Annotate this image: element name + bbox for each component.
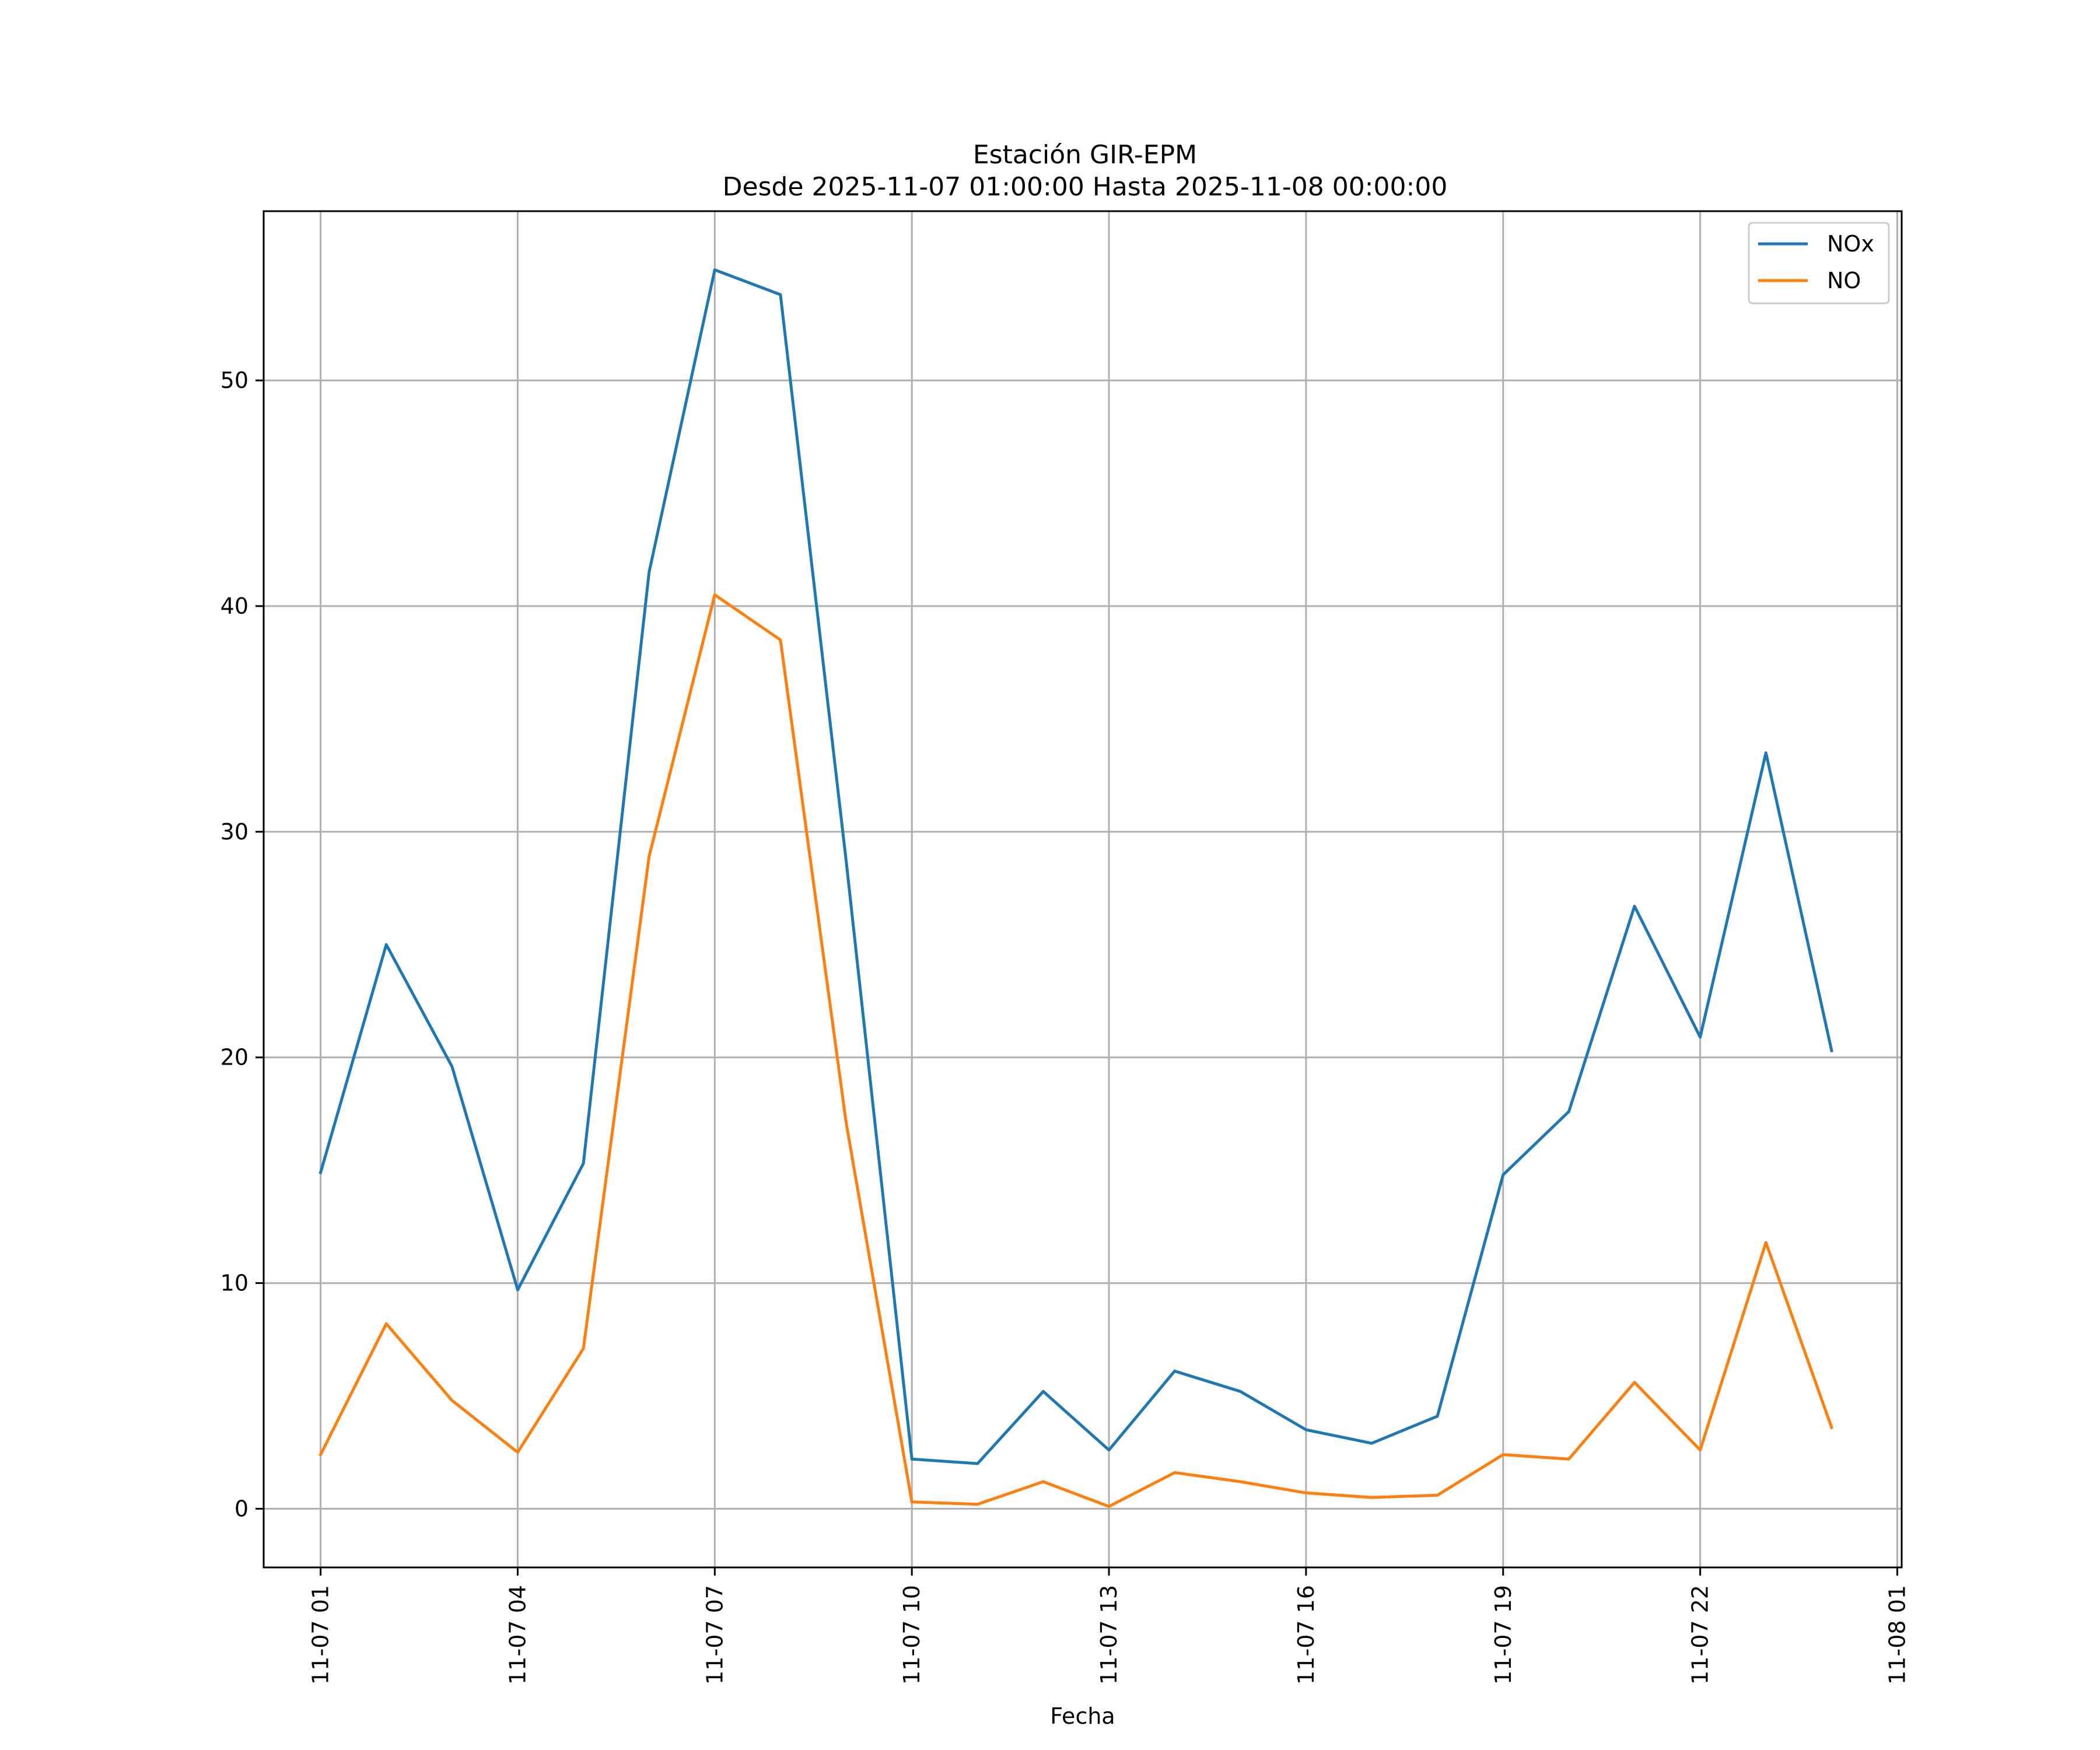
x-tick-label: 11-08 01 [1884,1585,1910,1685]
series-lines [318,268,1834,1508]
x-tick-label: 11-07 04 [505,1585,530,1685]
x-tick-label: 11-07 01 [308,1585,334,1685]
axis-ticks: 11-07 01 11-07 04 11-07 07 11-07 10 11-07 13… [220,368,1910,1685]
x-tick-label: 11-07 13 [1096,1585,1122,1685]
x-axis-label: Fecha [1050,1703,1115,1729]
y-tick-label: 20 [220,1045,249,1070]
x-tick-label: 11-07 16 [1293,1585,1319,1685]
legend: NOx NO [1748,222,1890,304]
y-tick-label: 30 [220,819,249,845]
plot-area-frame [262,210,1903,1569]
series-line-no [318,593,1834,1508]
y-tick-label: 40 [220,593,249,619]
y-tick-label: 50 [220,368,249,393]
x-tick-label: 11-07 19 [1490,1585,1516,1685]
legend-label-nox: NOx [1827,231,1874,257]
grid-lines [264,211,1902,1567]
chart-title: Estación GIR-EPM [973,140,1197,170]
chart-subtitle: Desde 2025-11-07 01:00:00 Hasta 2025-11-… [723,172,1448,202]
y-tick-label: 0 [235,1496,249,1521]
x-tick-label: 11-07 22 [1688,1585,1713,1685]
y-tick-label: 10 [220,1270,249,1296]
series-line-nox [318,268,1833,1465]
x-tick-label: 11-07 07 [702,1585,727,1685]
x-tick-label: 11-07 10 [899,1585,925,1685]
legend-label-no: NO [1827,268,1861,293]
